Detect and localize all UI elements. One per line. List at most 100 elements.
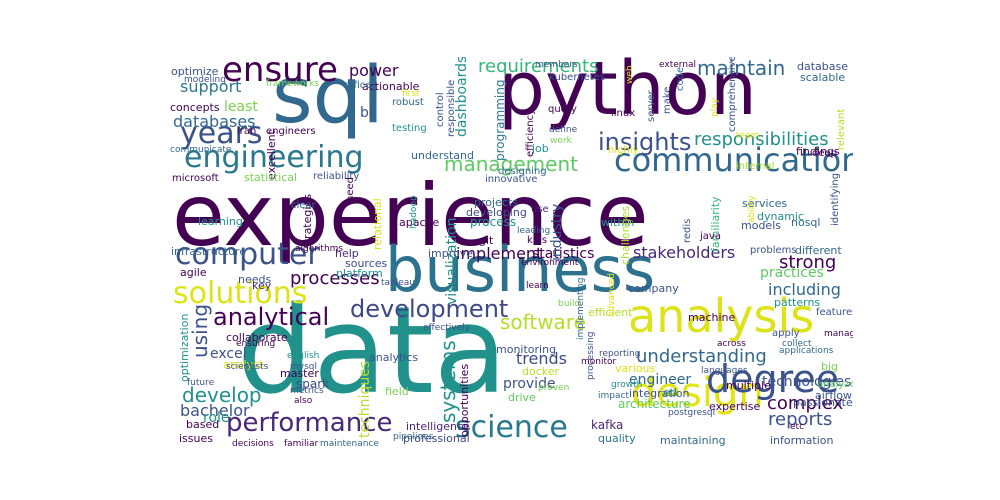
word-including: including — [768, 280, 841, 299]
word-understand: understand — [411, 149, 474, 162]
word-within: within — [601, 216, 635, 229]
word-computer: computer — [175, 237, 320, 272]
word-modeling: modeling — [184, 75, 226, 85]
word-also: also — [294, 396, 313, 406]
word-kafka: kafka — [591, 418, 624, 432]
word-process: process — [470, 215, 517, 229]
word-english: english — [287, 351, 320, 361]
word-company: company — [628, 282, 679, 295]
word-least: least — [224, 99, 258, 115]
word-internal: internal — [736, 161, 775, 172]
word-services: services — [742, 197, 788, 210]
word-technologies: technologies — [762, 374, 852, 390]
word-performance: performance — [226, 408, 393, 438]
word-systems: systems — [436, 340, 460, 423]
word-need: need — [345, 177, 356, 202]
word-play: play — [710, 97, 720, 117]
word-postgresql: postgresql — [668, 408, 716, 418]
word-patterns: patterns — [774, 296, 821, 309]
word-software: software — [500, 310, 586, 334]
word-communicate: communicate — [170, 145, 232, 155]
word-server: server — [646, 90, 657, 122]
word-learning: learning — [198, 215, 243, 228]
word-java: java — [700, 231, 721, 242]
word-opportunities: opportunities — [458, 363, 471, 437]
word-features: features — [816, 307, 853, 318]
word-frameworks: frameworks — [266, 79, 320, 89]
word-development: development — [350, 295, 509, 323]
word-growth: growth — [611, 380, 643, 390]
word-implement: implement — [456, 244, 543, 263]
word-define: define — [549, 125, 578, 135]
word-engineering: engineering — [184, 140, 364, 175]
word-etl: etl — [663, 386, 678, 399]
word-dashboards: dashboards — [454, 57, 470, 137]
word-external: external — [659, 60, 697, 70]
word-integration: integration — [629, 387, 690, 400]
word-based: based — [186, 418, 220, 431]
word-strong: strong — [779, 252, 837, 273]
word-design: design — [631, 370, 764, 416]
word-analyst: analyst — [223, 358, 264, 371]
word-scalable: scalable — [800, 71, 846, 84]
word-practices: practices — [760, 265, 824, 281]
word-analytical: analytical — [213, 303, 330, 331]
word-collect: collect — [782, 339, 812, 349]
word-spark: spark — [296, 377, 330, 391]
word-power: power — [349, 61, 399, 80]
word-findings: findings — [796, 145, 840, 158]
word-dynamic: dynamic — [757, 210, 805, 223]
word-query: query — [548, 104, 577, 115]
word-data: data — [237, 282, 508, 421]
word-analytics: analytics — [369, 351, 419, 364]
word-languages: languages — [701, 366, 748, 376]
word-visualization: visualization — [444, 217, 460, 305]
word-master: master — [280, 367, 319, 380]
word-engineers: engineers — [266, 126, 316, 137]
word-understanding: understanding — [636, 346, 767, 367]
word-complex: complex — [767, 393, 844, 414]
word-team: team — [736, 131, 760, 141]
word-work: work — [550, 136, 572, 146]
word-nosql: nosql — [791, 216, 821, 229]
word-analyze: analyze — [817, 379, 853, 390]
word-different: different — [795, 244, 842, 257]
word-programming: programming — [493, 79, 507, 161]
word-provide: provide — [503, 376, 556, 392]
word-robust: robust — [392, 97, 424, 108]
word-platform: platform — [336, 267, 383, 280]
word-engineer: engineer — [629, 372, 692, 388]
word-decisions: decisions — [232, 439, 274, 447]
word-maintenance: maintenance — [320, 439, 379, 447]
word-insights: insights — [598, 128, 692, 156]
word-techniques: techniques — [357, 360, 373, 438]
word-concepts: concepts — [170, 101, 220, 114]
word-microsoft: microsoft — [172, 173, 219, 184]
word-reliability: reliability — [313, 171, 360, 182]
word-build: build — [558, 299, 581, 309]
word-information: information — [770, 434, 834, 446]
word-etc: etc — [790, 422, 805, 432]
word-problems: problems — [750, 245, 797, 256]
word-clear: clear — [291, 200, 316, 211]
word-redis: redis — [682, 218, 693, 243]
word-impact: impact — [598, 391, 629, 401]
word-monitor: monitor — [581, 357, 617, 367]
word-innovative: innovative — [485, 174, 538, 185]
word-science: science — [455, 410, 568, 445]
word-linux: linux — [611, 108, 636, 119]
word-expertise: expertise — [709, 400, 761, 413]
word-agile: agile — [180, 266, 207, 279]
word-analysis: analysis — [628, 289, 815, 343]
word-field: field — [385, 385, 409, 398]
word-highly: highly — [608, 145, 639, 156]
word-mysql: mysql — [290, 362, 317, 372]
word-challenges: challenges — [619, 205, 632, 265]
word-needs: needs — [238, 273, 272, 286]
word-database: database — [797, 60, 848, 73]
word-requirements: requirements — [478, 57, 599, 77]
word-databases: databases — [173, 112, 256, 131]
word-management: management — [444, 152, 578, 176]
word-key: key — [252, 279, 272, 292]
word-job: job — [532, 142, 549, 155]
